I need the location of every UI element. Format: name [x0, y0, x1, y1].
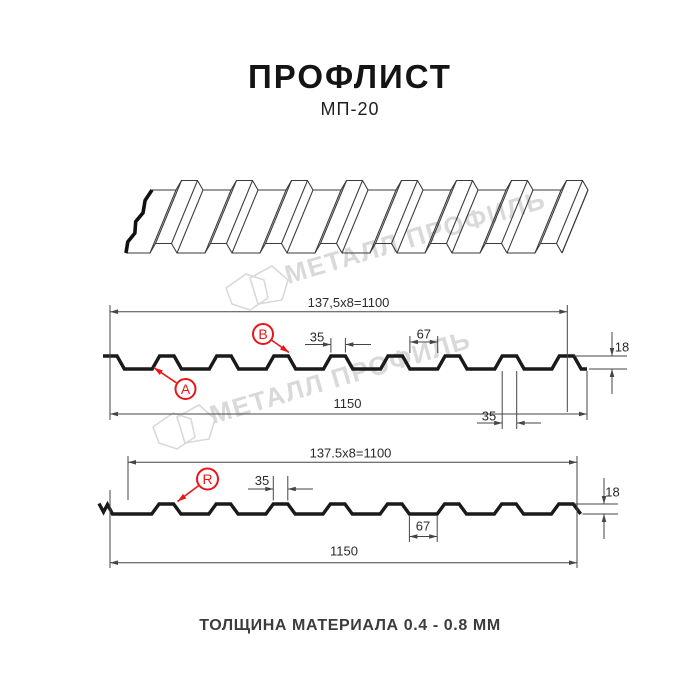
marker-a-label: A — [181, 381, 191, 397]
dim-height-r: 18 — [605, 485, 619, 500]
iso-rib-edge — [281, 180, 308, 244]
dim-rib-top-r: 35 — [255, 473, 269, 488]
marker-r-label: R — [202, 471, 212, 487]
material-thickness-note: ТОЛЩИНА МАТЕРИАЛА 0.4 - 0.8 ММ — [199, 617, 501, 634]
iso-rib-edge — [375, 180, 402, 244]
arrowhead — [429, 534, 438, 539]
dim-height-ab: 18 — [615, 340, 629, 355]
iso-rib-edge — [341, 189, 369, 254]
iso-rib-edge — [155, 180, 182, 244]
iso-rib-edge — [534, 189, 562, 254]
arrowhead — [569, 560, 577, 565]
iso-rib-edge — [396, 189, 424, 254]
iso-rib-edge — [430, 180, 457, 244]
arrowhead — [322, 342, 331, 347]
iso-rib-edge — [451, 189, 479, 254]
iso-cut-edge — [124, 189, 154, 254]
metall-profil-logo-icon — [176, 404, 216, 444]
arrowhead — [569, 460, 577, 465]
dim-overall-r: 1150 — [330, 544, 358, 559]
marker-b-circle — [252, 323, 274, 345]
iso-rib-edge — [265, 180, 292, 244]
iso-rib-edge — [501, 180, 528, 244]
arrowhead — [280, 345, 289, 353]
arrowhead — [409, 534, 418, 539]
dim-pitch-r: 137.5x8=1100 — [310, 446, 392, 461]
arrowhead — [609, 348, 615, 356]
iso-rib-edge — [176, 189, 204, 254]
iso-rib-edge — [226, 180, 253, 244]
arrowhead — [110, 411, 118, 417]
iso-view — [124, 179, 589, 254]
metall-profil-logo-icon — [152, 412, 196, 450]
arrowhead — [429, 339, 438, 345]
profile-path-ab — [103, 354, 587, 371]
dim-valley-ab: 67 — [417, 327, 431, 342]
dim-overall-ab: 1150 — [334, 396, 362, 411]
dim-rib-top-ab: 35 — [310, 330, 324, 345]
iso-rib-edge — [369, 189, 397, 254]
iso-rib-edge — [446, 180, 473, 244]
marker-a-circle — [174, 378, 197, 400]
section-ab-linework — [103, 305, 627, 429]
iso-rib-edge — [314, 189, 342, 254]
iso-rib-edge — [286, 189, 314, 254]
profile-path-r — [97, 500, 583, 516]
product-code: МП-20 — [320, 99, 380, 119]
dim-valley-r: 67 — [416, 519, 430, 534]
iso-rib-edge — [149, 189, 177, 254]
metall-profil-logo-icon — [225, 273, 269, 311]
arrowhead — [559, 309, 568, 314]
iso-rib-edge — [210, 180, 237, 244]
iso-rib-edge — [391, 180, 418, 244]
dim-rib-bottom-ab: 35 — [482, 409, 496, 424]
arrowhead — [609, 369, 615, 377]
iso-rib-edge — [424, 189, 452, 254]
marker-leaders — [153, 323, 290, 503]
arrowhead — [287, 486, 296, 492]
section-r-linework — [97, 456, 618, 568]
iso-rib-edge — [479, 189, 507, 254]
iso-rib-edge — [556, 180, 583, 244]
arrowhead — [110, 560, 118, 565]
arrowhead — [579, 411, 587, 417]
arrowhead — [601, 514, 607, 522]
arrowhead — [516, 420, 525, 426]
arrowhead — [601, 496, 607, 504]
dim-pitch-ab: 137,5x8=1100 — [308, 295, 390, 310]
iso-rib-edge — [336, 180, 363, 244]
arrowhead — [265, 486, 274, 492]
iso-rib-edge — [171, 180, 198, 244]
iso-rib-edge — [204, 189, 232, 254]
iso-rib-edge — [540, 180, 567, 244]
arrowhead — [409, 339, 418, 345]
arrowhead — [128, 460, 136, 465]
metall-profil-logo-icon — [249, 265, 289, 305]
marker-r-circle — [196, 467, 219, 491]
arrowhead — [494, 420, 503, 426]
arrowhead — [177, 493, 187, 502]
iso-rib-edge — [259, 189, 287, 254]
arrowhead — [345, 342, 354, 347]
arrowhead — [153, 367, 163, 375]
iso-rib-edge — [320, 180, 347, 244]
iso-rib-edge — [231, 189, 259, 254]
iso-rib-edge — [485, 180, 512, 244]
marker-b-label: B — [258, 326, 267, 342]
arrowhead — [110, 309, 118, 314]
iso-rib-edge — [506, 189, 534, 254]
page-title: ПРОФЛИСТ — [248, 58, 452, 95]
iso-rib-edge — [561, 189, 589, 254]
